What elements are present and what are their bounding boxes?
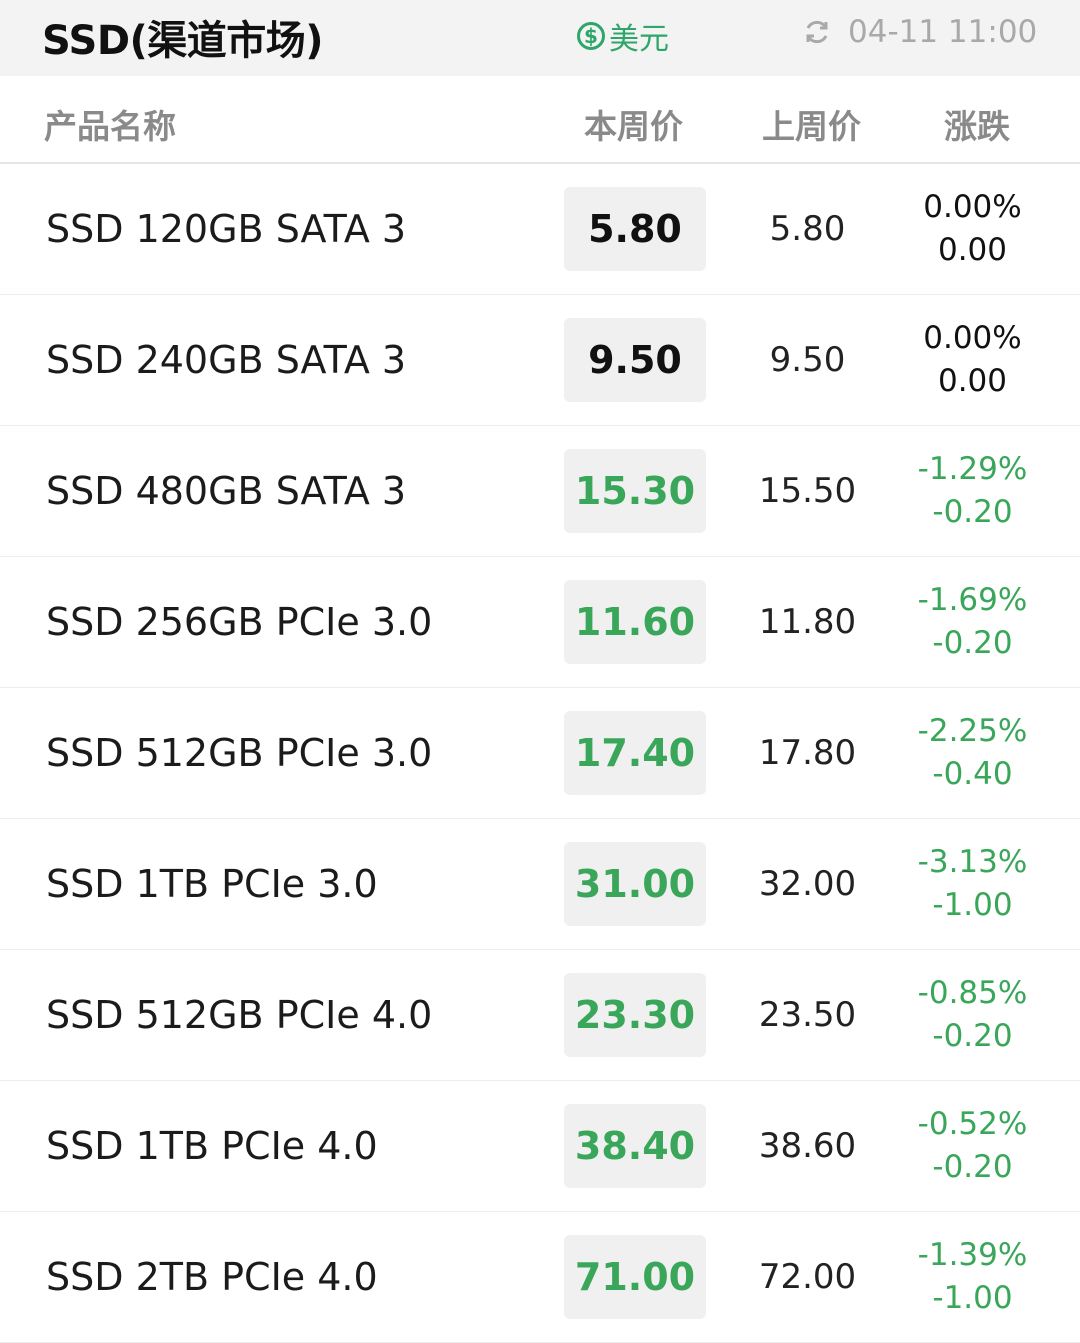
change-amount: -0.20 (932, 1149, 1013, 1185)
product-name: SSD 120GB SATA 3 (46, 207, 407, 251)
current-price: 17.40 (564, 711, 706, 795)
table-row[interactable]: SSD 1TB PCIe 4.0 38.40 38.60 -0.52% -0.20 (0, 1081, 1080, 1212)
change-amount: 0.00 (937, 363, 1008, 399)
current-price: 15.30 (564, 449, 706, 533)
change-percent: -0.52% (917, 1106, 1028, 1142)
current-price: 71.00 (564, 1235, 706, 1319)
currency-toggle[interactable]: $ 美元 (577, 14, 669, 58)
change-cell: -3.13% -1.00 (900, 841, 1045, 927)
change-amount: -0.20 (932, 494, 1013, 530)
refresh-control[interactable]: 04-11 11:00 (802, 14, 1037, 50)
previous-price: 9.50 (769, 340, 846, 380)
previous-price: 72.00 (758, 1257, 857, 1297)
change-cell: -1.39% -1.00 (900, 1234, 1045, 1320)
change-percent: -0.85% (917, 975, 1028, 1011)
table-row[interactable]: SSD 240GB SATA 3 9.50 9.50 0.00% 0.00 (0, 295, 1080, 426)
table-row[interactable]: SSD 1TB PCIe 3.0 31.00 32.00 -3.13% -1.00 (0, 819, 1080, 950)
column-header-name[interactable]: 产品名称 (44, 107, 176, 146)
column-header-change[interactable]: 涨跌 (944, 107, 1010, 146)
dollar-coin-icon: $ (577, 22, 605, 50)
product-name: SSD 240GB SATA 3 (46, 338, 407, 382)
table-row[interactable]: SSD 2TB PCIe 4.0 71.00 72.00 -1.39% -1.00 (0, 1212, 1080, 1343)
change-cell: 0.00% 0.00 (900, 186, 1045, 272)
change-percent: -3.13% (917, 844, 1028, 880)
page-title: SSD(渠道市场) (42, 18, 324, 64)
previous-price: 38.60 (758, 1126, 857, 1166)
change-cell: -1.69% -0.20 (900, 579, 1045, 665)
product-name: SSD 256GB PCIe 3.0 (46, 600, 433, 644)
table-row[interactable]: SSD 120GB SATA 3 5.80 5.80 0.00% 0.00 (0, 164, 1080, 295)
change-amount: -0.40 (932, 756, 1013, 792)
table-row[interactable]: SSD 512GB PCIe 4.0 23.30 23.50 -0.85% -0.20 (0, 950, 1080, 1081)
change-percent: 0.00% (923, 189, 1022, 225)
previous-price: 17.80 (758, 733, 857, 773)
current-price: 9.50 (564, 318, 706, 402)
product-name: SSD 1TB PCIe 3.0 (46, 862, 378, 906)
current-price: 38.40 (564, 1104, 706, 1188)
current-price: 23.30 (564, 973, 706, 1057)
table-row[interactable]: SSD 480GB SATA 3 15.30 15.50 -1.29% -0.20 (0, 426, 1080, 557)
current-price: 5.80 (564, 187, 706, 271)
price-table: SSD 120GB SATA 3 5.80 5.80 0.00% 0.00 SSD 240… (0, 164, 1080, 1343)
table-header: 产品名称 本周价 上周价 涨跌 (0, 76, 1080, 164)
product-name: SSD 1TB PCIe 4.0 (46, 1124, 378, 1168)
current-price: 31.00 (564, 842, 706, 926)
change-amount: -0.20 (932, 625, 1013, 661)
product-name: SSD 512GB PCIe 3.0 (46, 731, 433, 775)
previous-price: 11.80 (758, 602, 857, 642)
change-cell: -0.85% -0.20 (900, 972, 1045, 1058)
change-cell: -1.29% -0.20 (900, 448, 1045, 534)
table-row[interactable]: SSD 256GB PCIe 3.0 11.60 11.80 -1.69% -0.20 (0, 557, 1080, 688)
column-header-current[interactable]: 本周价 (584, 107, 683, 146)
change-percent: -1.29% (917, 451, 1028, 487)
change-cell: -0.52% -0.20 (900, 1103, 1045, 1189)
refresh-icon (806, 20, 828, 44)
change-percent: -1.69% (917, 582, 1028, 618)
column-header-previous[interactable]: 上周价 (762, 107, 861, 146)
change-percent: -1.39% (917, 1237, 1028, 1273)
previous-price: 15.50 (758, 471, 857, 511)
top-bar: SSD(渠道市场) $ 美元 04-11 11:00 (0, 0, 1080, 76)
change-amount: -1.00 (932, 887, 1013, 923)
previous-price: 23.50 (758, 995, 857, 1035)
change-cell: -2.25% -0.40 (900, 710, 1045, 796)
table-row[interactable]: SSD 512GB PCIe 3.0 17.40 17.80 -2.25% -0.40 (0, 688, 1080, 819)
product-name: SSD 512GB PCIe 4.0 (46, 993, 433, 1037)
change-amount: -0.20 (932, 1018, 1013, 1054)
product-name: SSD 2TB PCIe 4.0 (46, 1255, 378, 1299)
change-amount: -1.00 (932, 1280, 1013, 1316)
change-percent: 0.00% (923, 320, 1022, 356)
updated-time: 04-11 11:00 (848, 14, 1038, 50)
change-percent: -2.25% (917, 713, 1028, 749)
previous-price: 32.00 (758, 864, 857, 904)
change-amount: 0.00 (937, 232, 1008, 268)
change-cell: 0.00% 0.00 (900, 317, 1045, 403)
currency-label: 美元 (609, 22, 669, 57)
previous-price: 5.80 (769, 209, 846, 249)
current-price: 11.60 (564, 580, 706, 664)
product-name: SSD 480GB SATA 3 (46, 469, 407, 513)
